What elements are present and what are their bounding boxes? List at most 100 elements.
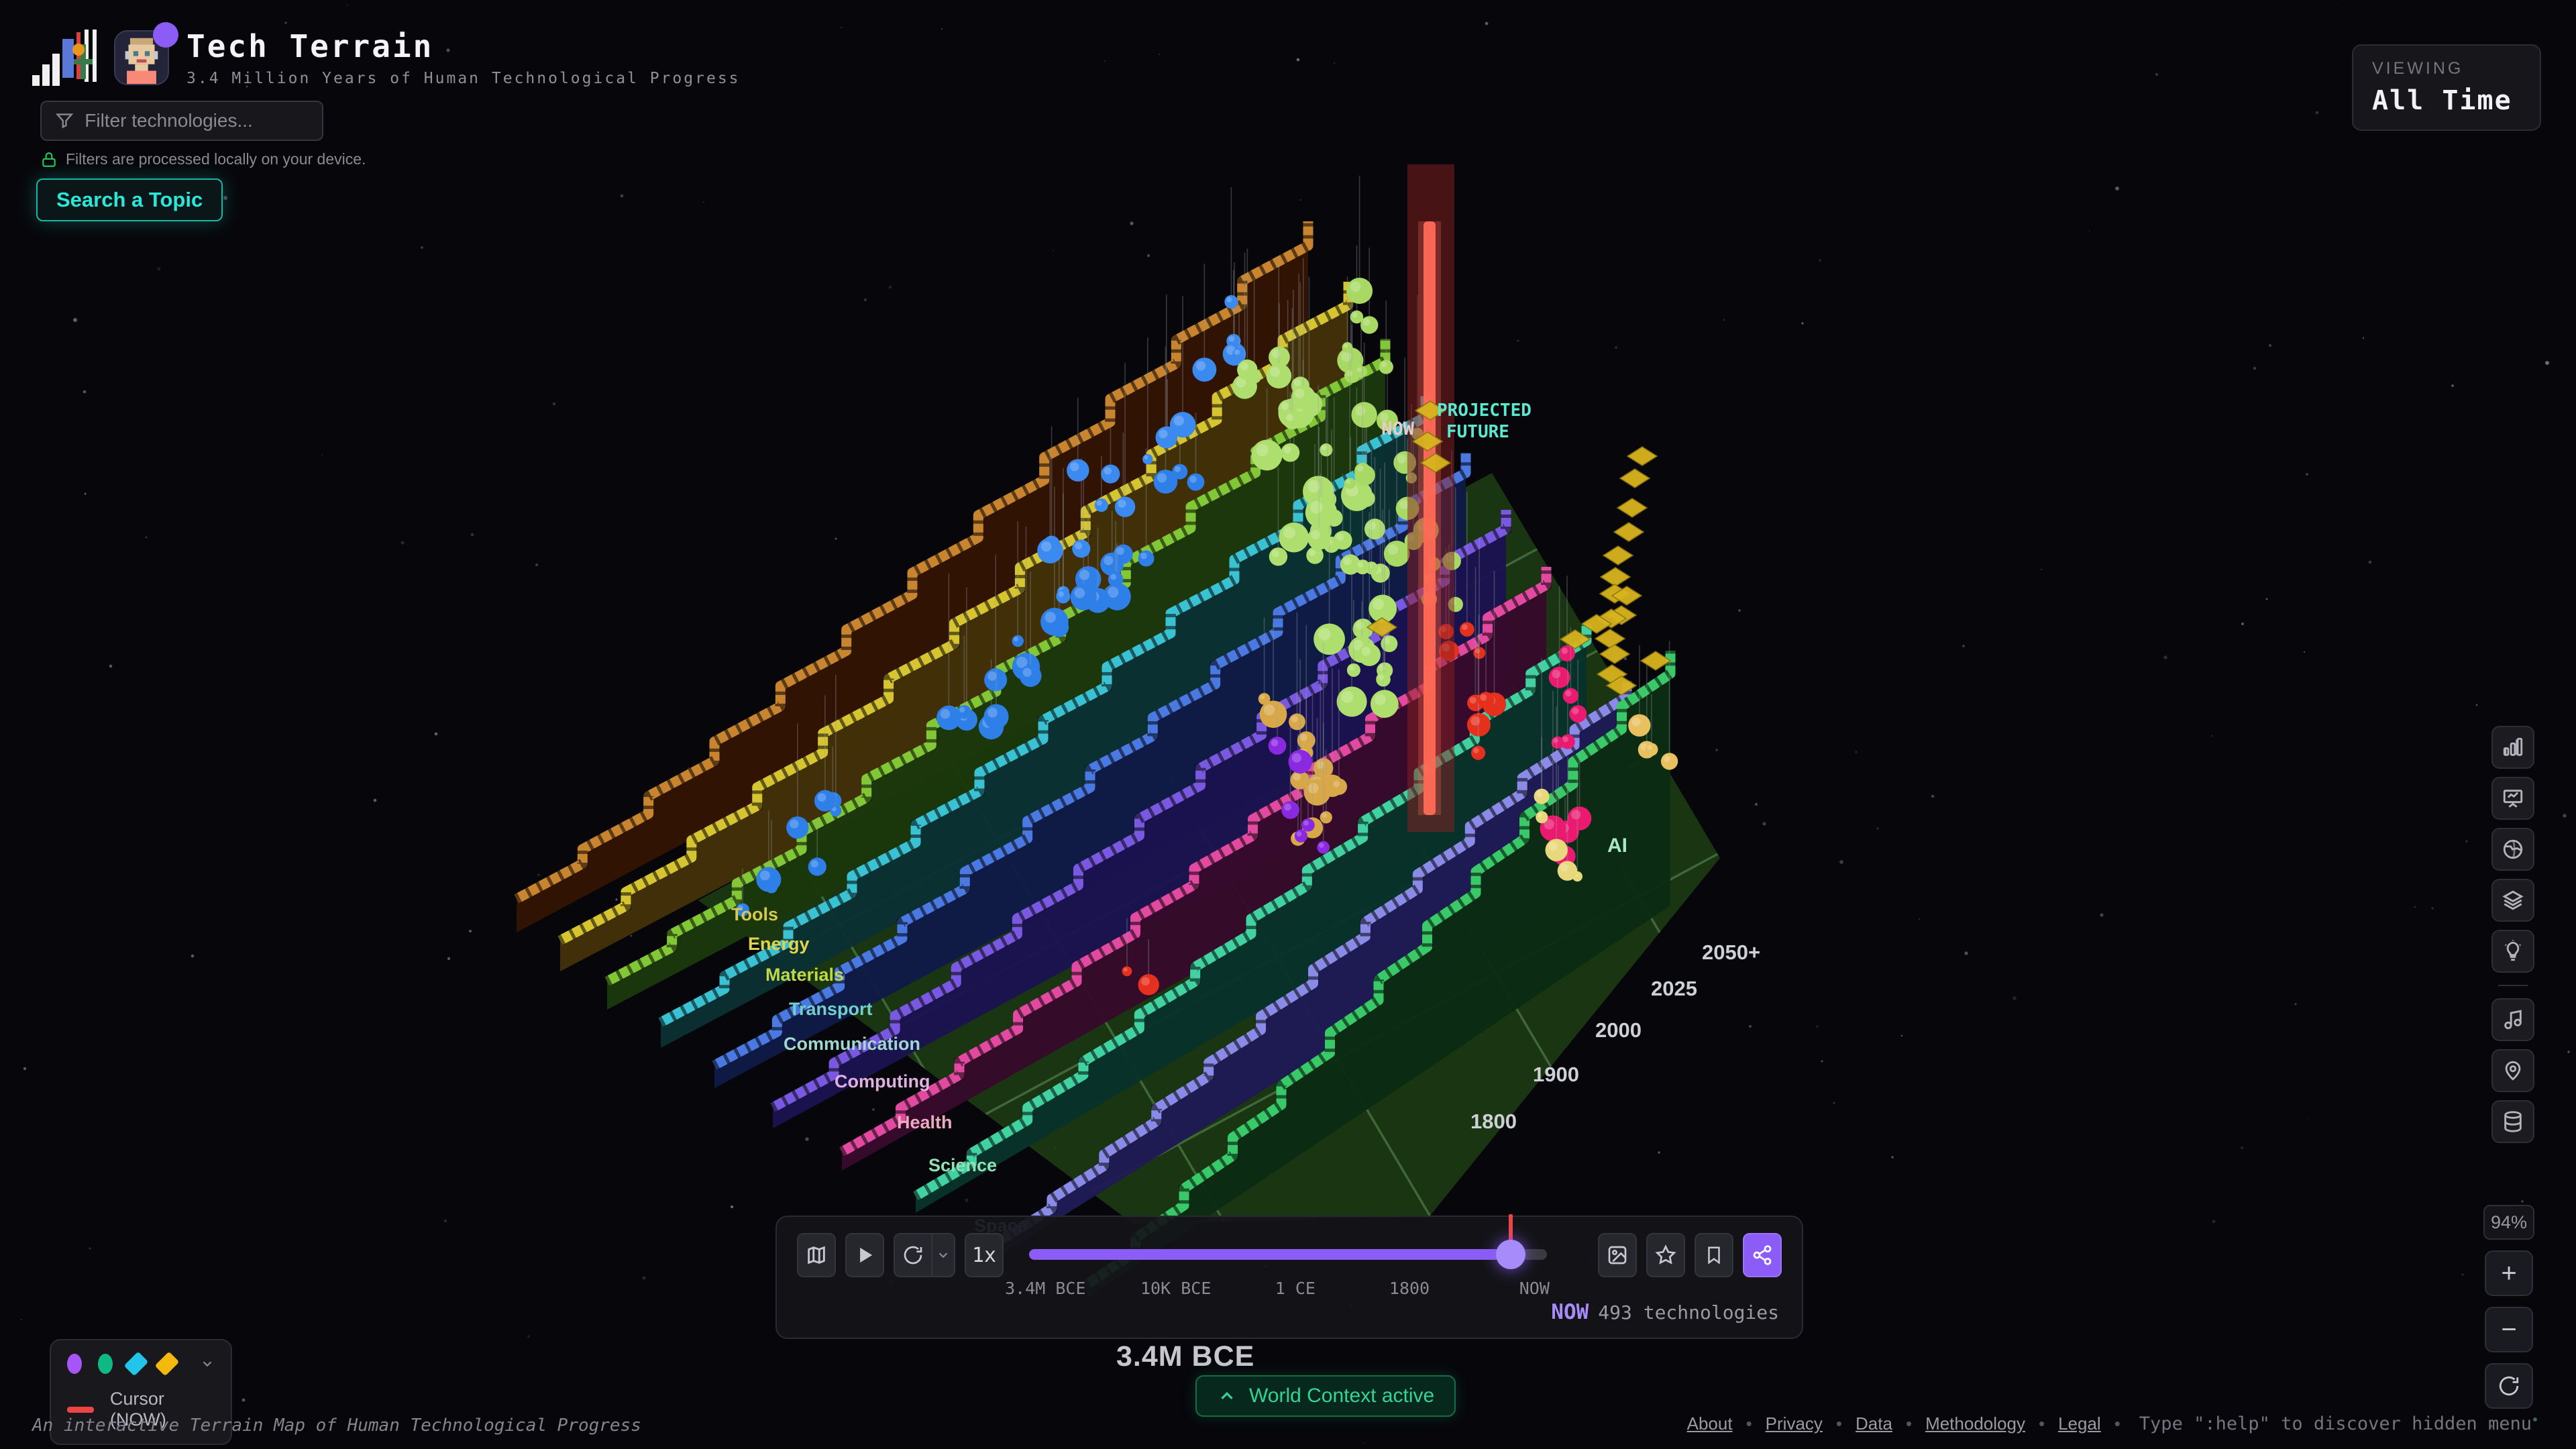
timeline-status: NOW 493 technologies [1551, 1300, 1779, 1324]
timeline-slider-zone: 3.4M BCE 10K BCE 1 CE 1800 NOW [1005, 1214, 1572, 1313]
presentation-view-button[interactable] [2491, 777, 2534, 820]
legend-swatch-diamond-amber [154, 1351, 180, 1377]
svg-text:NOW: NOW [1381, 419, 1415, 439]
hidden-menu-hint: Type ":help" to discover hidden menu [2139, 1413, 2532, 1434]
chevron-down-icon [938, 1252, 948, 1258]
timeline-fill [1029, 1249, 1511, 1260]
svg-text:Energy: Energy [748, 934, 810, 954]
svg-text:Tools: Tools [731, 904, 778, 924]
layers-icon [2502, 890, 2524, 910]
footer-link-about[interactable]: About [1686, 1413, 1733, 1434]
svg-text:2000: 2000 [1595, 1018, 1642, 1042]
insights-button[interactable] [2491, 930, 2534, 973]
reset-view-button[interactable] [2485, 1363, 2533, 1409]
app-header: Tech Terrain 3.4 Million Years of Human … [32, 22, 741, 91]
legend-swatch-diamond-cyan [123, 1351, 149, 1377]
location-button[interactable] [2491, 1049, 2534, 1092]
map-pin-icon [2505, 1061, 2521, 1081]
tick-label: 10K BCE [1140, 1279, 1212, 1298]
favorite-button[interactable] [1646, 1233, 1685, 1277]
bookmark-icon [1708, 1246, 1720, 1265]
play-button[interactable] [845, 1233, 884, 1277]
now-cursor-tick [1508, 1214, 1513, 1244]
svg-text:2025: 2025 [1651, 977, 1697, 1000]
search-topic-button[interactable]: Search a Topic [36, 178, 223, 221]
footer-link-data[interactable]: Data [1856, 1413, 1892, 1434]
svg-text:Transport: Transport [789, 999, 873, 1019]
privacy-note-text: Filters are processed locally on your de… [66, 150, 366, 168]
svg-text:1900: 1900 [1533, 1063, 1579, 1086]
play-icon [860, 1247, 873, 1263]
notification-dot [153, 22, 178, 48]
bookmark-button[interactable] [1695, 1233, 1733, 1277]
svg-text:Science: Science [928, 1155, 997, 1175]
sound-button[interactable] [2491, 998, 2534, 1041]
legend-panel: Cursor (NOW) [50, 1339, 232, 1445]
data-button[interactable] [2491, 1100, 2534, 1143]
legend-swatch-circle-purple [67, 1354, 82, 1374]
world-context-button[interactable]: World Context active [1195, 1375, 1456, 1417]
snapshot-button[interactable] [1598, 1233, 1637, 1277]
svg-text:Computing: Computing [835, 1071, 930, 1091]
share-icon [1753, 1245, 1772, 1265]
legend-swatch-circle-green [98, 1354, 113, 1374]
speed-label: 1x [971, 1243, 997, 1267]
viewing-label: VIEWING [2372, 59, 2464, 78]
zoom-level-badge: 94% [2483, 1205, 2534, 1240]
layers-button[interactable] [2491, 879, 2534, 922]
star-icon [1655, 1244, 1676, 1265]
presentation-chart-icon [2503, 790, 2523, 808]
side-toolbar [2491, 726, 2534, 1143]
filter-panel [40, 101, 323, 141]
funnel-icon [55, 113, 74, 129]
globe-view-button[interactable] [2491, 828, 2534, 871]
share-button[interactable] [1743, 1233, 1782, 1277]
refresh-icon [904, 1246, 922, 1265]
filter-input[interactable] [85, 110, 309, 131]
chevron-down-icon[interactable] [200, 1354, 215, 1374]
bar-chart-view-button[interactable] [2491, 726, 2534, 769]
timeline-thumb[interactable] [1495, 1240, 1525, 1269]
globe-icon [2503, 839, 2523, 859]
zoom-controls: 94% + − [2483, 1205, 2534, 1409]
svg-text:FUTURE: FUTURE [1446, 422, 1509, 442]
page-title: Tech Terrain [186, 28, 434, 64]
footer-tagline: An interactive Terrain Map of Human Tech… [32, 1415, 641, 1436]
legend-cursor-label: Cursor (NOW) [109, 1389, 166, 1430]
zoom-out-button[interactable]: − [2485, 1307, 2533, 1352]
timeline-status-time: NOW [1551, 1300, 1589, 1324]
zoom-in-button[interactable]: + [2485, 1250, 2533, 1296]
app-logo-icon [32, 30, 97, 86]
page-subtitle: 3.4 Million Years of Human Technological… [186, 70, 741, 87]
tick-label: NOW [1519, 1279, 1550, 1298]
world-context-label: World Context active [1249, 1385, 1435, 1407]
tick-label: 1800 [1389, 1279, 1430, 1298]
footer-link-privacy[interactable]: Privacy [1765, 1413, 1823, 1434]
lightbulb-icon [2504, 940, 2522, 961]
svg-text:PROJECTED: PROJECTED [1437, 400, 1532, 421]
privacy-note: Filters are processed locally on your de… [40, 150, 366, 168]
timeline-track[interactable] [1029, 1214, 1547, 1269]
footer-link-methodology[interactable]: Methodology [1925, 1413, 2025, 1434]
footer-link-legal[interactable]: Legal [2058, 1413, 2101, 1434]
svg-text:Communication: Communication [784, 1034, 920, 1054]
map-mode-button[interactable] [797, 1233, 836, 1277]
database-icon [2504, 1111, 2522, 1132]
loop-mode-button[interactable] [894, 1233, 955, 1277]
svg-text:2050+: 2050+ [1702, 941, 1760, 964]
refresh-icon [2499, 1376, 2519, 1396]
svg-text:Materials: Materials [765, 965, 844, 985]
map-icon [808, 1246, 825, 1265]
footer-links: About • Privacy • Data • Methodology • Legal… [1686, 1413, 2532, 1434]
speed-button[interactable]: 1x [965, 1233, 1004, 1277]
legend-cursor-swatch [67, 1406, 94, 1413]
tick-label: 1 CE [1275, 1279, 1316, 1298]
playback-panel: 1x 3.4M BCE 10K BCE 1 CE 1800 NOW NOW 49 [775, 1214, 1803, 1339]
toolbar-divider [2498, 985, 2528, 986]
timeline-status-count: 493 technologies [1598, 1301, 1779, 1324]
tick-label: 3.4M BCE [1005, 1279, 1086, 1298]
svg-text:AI: AI [1607, 835, 1627, 857]
lock-icon [42, 152, 56, 167]
current-era-label: 3.4M BCE [1116, 1340, 1255, 1373]
